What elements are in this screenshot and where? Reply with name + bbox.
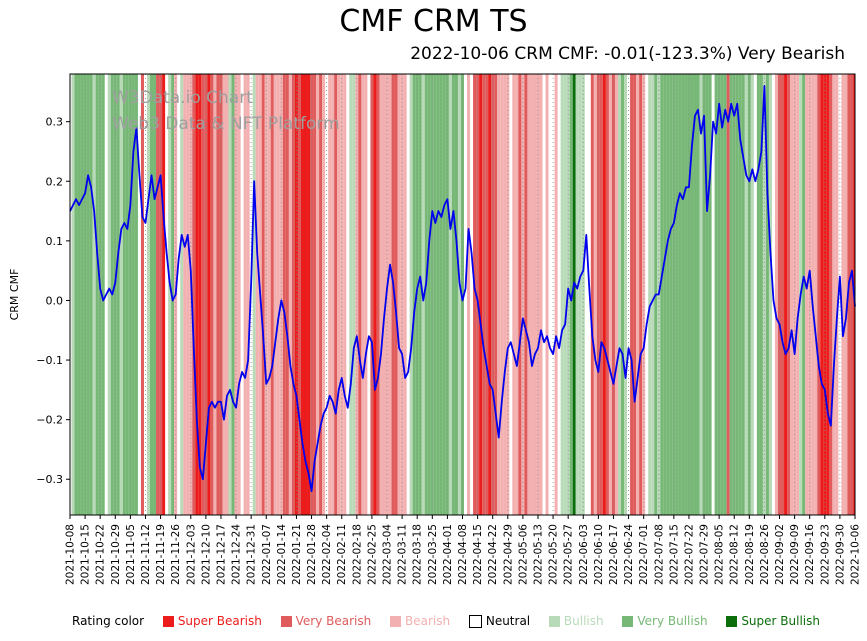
watermark-line1: W3Data.io Chart bbox=[112, 88, 253, 108]
legend-title: Rating color bbox=[72, 614, 145, 628]
x-tick-label: 2021-12-24 bbox=[231, 524, 243, 585]
x-tick-label: 2021-10-29 bbox=[110, 524, 122, 585]
x-tick-label: 2022-01-14 bbox=[276, 524, 288, 585]
x-tick-label: 2022-04-15 bbox=[472, 524, 484, 585]
x-tick-label: 2022-01-28 bbox=[306, 524, 318, 585]
y-tick-label: 0.2 bbox=[46, 175, 64, 188]
legend-item-bearish: Bearish bbox=[390, 614, 450, 628]
x-tick-label: 2022-05-27 bbox=[563, 524, 575, 585]
x-tick-label: 2022-06-24 bbox=[623, 524, 635, 585]
legend-item-super-bullish: Super Bullish bbox=[726, 614, 820, 628]
x-tick-label: 2021-12-17 bbox=[215, 524, 227, 585]
x-tick-label: 2022-02-25 bbox=[366, 524, 378, 585]
x-tick-label: 2021-10-15 bbox=[80, 524, 92, 585]
cmf-line-series bbox=[69, 85, 856, 493]
x-tick-label: 2022-03-11 bbox=[397, 524, 409, 585]
x-tick-label: 2022-01-21 bbox=[291, 524, 303, 585]
chart-subtitle: 2022-10-06 CRM CMF: -0.01(-123.3%) Very … bbox=[410, 44, 845, 64]
x-tick-label: 2022-05-20 bbox=[548, 524, 560, 585]
x-tick-label: 2022-07-15 bbox=[668, 524, 680, 585]
legend-item-label: Neutral bbox=[485, 614, 531, 628]
y-tick-label: −0.2 bbox=[36, 414, 63, 427]
y-tick-label: −0.1 bbox=[36, 354, 63, 367]
legend-item-label: Super Bearish bbox=[177, 614, 262, 628]
y-tick-label: −0.3 bbox=[36, 473, 63, 486]
y-tick-label: 0.1 bbox=[46, 235, 64, 248]
legend-item-label: Bearish bbox=[405, 614, 451, 628]
x-tick-label: 2022-06-03 bbox=[578, 524, 590, 585]
plot-border bbox=[69, 73, 856, 516]
x-tick-label: 2022-01-07 bbox=[261, 524, 273, 585]
x-tick-label: 2022-09-23 bbox=[819, 524, 831, 585]
x-tick-label: 2022-03-25 bbox=[427, 524, 439, 585]
x-tick-label: 2022-05-06 bbox=[517, 524, 529, 585]
x-tick-label: 2022-05-13 bbox=[532, 524, 544, 585]
x-tick-label: 2021-11-26 bbox=[170, 524, 182, 585]
x-tick-label: 2022-07-08 bbox=[653, 524, 665, 585]
legend-swatch-icon bbox=[548, 615, 560, 627]
y-axis-title: CRM CMF bbox=[8, 269, 21, 321]
chart-title: CMF CRM TS bbox=[339, 4, 528, 39]
legend-swatch-icon bbox=[390, 615, 401, 627]
legend-item-label: Bullish bbox=[563, 614, 604, 628]
legend-swatch-icon bbox=[726, 615, 738, 627]
legend-item-very-bearish: Very Bearish bbox=[280, 614, 372, 628]
legend-swatch-icon bbox=[622, 615, 634, 627]
legend-item-neutral: Neutral bbox=[468, 614, 531, 628]
x-tick-label: 2022-08-12 bbox=[729, 524, 741, 585]
x-tick-label: 2021-12-10 bbox=[200, 524, 212, 585]
legend-item-very-bullish: Very Bullish bbox=[622, 614, 708, 628]
x-tick-label: 2021-11-12 bbox=[140, 524, 152, 585]
legend-item-label: Super Bullish bbox=[741, 614, 820, 628]
x-tick-label: 2022-02-11 bbox=[336, 524, 348, 585]
legend-item-bullish: Bullish bbox=[548, 614, 604, 628]
x-tick-label: 2021-11-19 bbox=[155, 524, 167, 585]
x-tick-label: 2022-09-30 bbox=[834, 524, 846, 585]
x-tick-label: 2022-09-02 bbox=[774, 524, 786, 585]
x-tick-label: 2022-04-29 bbox=[502, 524, 514, 585]
x-tick-label: 2022-10-06 bbox=[850, 524, 862, 585]
x-tick-label: 2022-09-09 bbox=[789, 524, 801, 585]
x-tick-label: 2022-08-05 bbox=[714, 524, 726, 585]
legend-swatch-icon bbox=[468, 614, 482, 628]
x-tick-label: 2022-06-17 bbox=[608, 524, 620, 585]
x-axis-labels: 2021-10-08 2021-10-15 2021-10-22 2021-10-29… bbox=[65, 515, 862, 585]
x-tick-label: 2022-07-22 bbox=[683, 524, 695, 585]
y-tick-label: 0.0 bbox=[46, 294, 64, 307]
x-tick-label: 2022-07-01 bbox=[638, 524, 650, 585]
x-tick-label: 2022-02-18 bbox=[351, 524, 363, 585]
x-tick-label: 2022-07-29 bbox=[699, 524, 711, 585]
x-tick-label: 2021-12-31 bbox=[246, 524, 258, 585]
legend-swatch-icon bbox=[162, 615, 174, 627]
x-tick-label: 2022-02-04 bbox=[321, 524, 333, 585]
legend-item-label: Very Bearish bbox=[295, 614, 372, 628]
watermark-line2: Web3 Data & NFT Platform bbox=[112, 113, 340, 134]
x-tick-label: 2022-08-19 bbox=[744, 524, 756, 585]
legend-item-label: Very Bullish bbox=[637, 614, 708, 628]
x-tick-label: 2021-10-22 bbox=[95, 524, 107, 585]
x-tick-label: 2022-03-04 bbox=[382, 524, 394, 585]
x-tick-label: 2022-04-22 bbox=[487, 524, 499, 585]
x-tick-label: 2021-10-08 bbox=[65, 524, 77, 585]
x-tick-label: 2022-06-10 bbox=[593, 524, 605, 585]
x-tick-label: 2022-03-18 bbox=[412, 524, 424, 585]
watermark: W3Data.io Chart Web3 Data & NFT Platform bbox=[112, 86, 340, 137]
rating-legend: Rating color Super Bearish Very Bearish Bea… bbox=[72, 614, 820, 628]
x-tick-label: 2022-08-26 bbox=[759, 524, 771, 585]
legend-swatch-icon bbox=[280, 615, 292, 627]
x-tick-label: 2022-04-01 bbox=[442, 524, 454, 585]
legend-item-super-bearish: Super Bearish bbox=[162, 614, 262, 628]
cmf-chart: 2021-10-08 2021-10-15 2021-10-22 2021-10-29… bbox=[8, 73, 862, 585]
x-tick-label: 2021-12-03 bbox=[185, 524, 197, 585]
x-tick-label: 2022-04-08 bbox=[457, 524, 469, 585]
x-tick-label: 2021-11-05 bbox=[125, 524, 137, 585]
x-tick-label: 2022-09-16 bbox=[804, 524, 816, 585]
y-tick-label: 0.3 bbox=[46, 116, 64, 129]
y-axis-labels: 0.3 0.2 0.1 0.0 −0.1 −0.2 −0.3 bbox=[36, 116, 70, 486]
